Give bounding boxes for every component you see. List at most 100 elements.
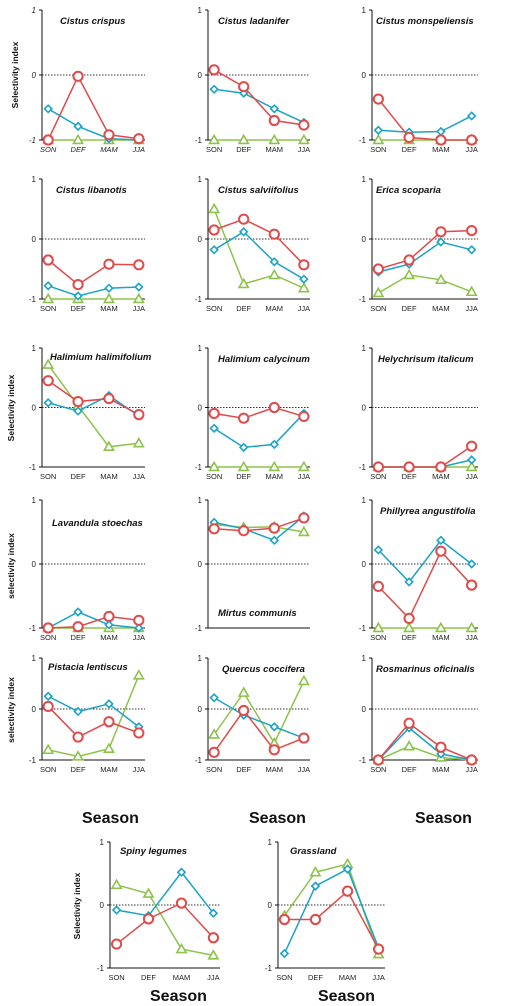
- data-point-marker: [466, 455, 477, 465]
- data-point-marker: [103, 716, 115, 728]
- y-tick-label: -1: [29, 756, 37, 765]
- x-tick-label: DEF: [308, 973, 323, 982]
- data-point-marker: [268, 114, 280, 127]
- series-line: [116, 902, 214, 945]
- data-point-marker: [73, 607, 83, 617]
- data-point-marker: [238, 704, 250, 717]
- data-point-marker: [268, 133, 281, 145]
- y-tick-label: -1: [359, 136, 367, 145]
- data-point-marker: [104, 699, 114, 709]
- data-point-marker: [103, 129, 115, 141]
- data-point-marker: [208, 460, 221, 472]
- data-point-marker: [310, 881, 321, 891]
- series-line: [377, 726, 472, 761]
- series-line: [377, 722, 472, 761]
- series-line: [48, 615, 139, 629]
- data-point-marker: [466, 225, 478, 237]
- data-point-marker: [465, 285, 478, 297]
- data-point-marker: [269, 722, 280, 732]
- data-point-marker: [297, 525, 310, 537]
- data-point-marker: [435, 226, 447, 238]
- x-tick-label: JJA: [465, 472, 478, 481]
- y-tick-label: 1: [362, 496, 367, 505]
- x-tick-label: SON: [370, 145, 386, 154]
- y-tick-label: 1: [100, 838, 105, 847]
- chart-panel: 1 0 -1 SON DEF MAM JJA Cistus crispus Selectivit…: [10, 6, 145, 154]
- series-line: [214, 406, 305, 419]
- y-tick-label: 1: [198, 6, 203, 15]
- data-point-marker: [104, 283, 114, 293]
- data-point-marker: [309, 866, 322, 877]
- y-axis-label: selectivity index: [6, 677, 16, 743]
- season-axis-label-bottom-left: Season: [150, 988, 207, 1005]
- series-line: [214, 517, 305, 532]
- data-point-marker: [111, 938, 123, 950]
- data-point-marker: [208, 728, 221, 739]
- data-point-marker: [403, 131, 415, 143]
- chart-panel: 1 0 -1 Mirtus communis: [195, 496, 310, 633]
- data-point-marker: [238, 412, 250, 424]
- y-tick-label: 1: [268, 838, 273, 847]
- x-tick-label: DEF: [71, 472, 86, 481]
- x-tick-label: JJA: [132, 145, 146, 154]
- x-tick-label: DEF: [402, 472, 417, 481]
- data-point-marker: [42, 622, 54, 634]
- series-line: [213, 709, 305, 753]
- x-tick-label: MAM: [173, 973, 191, 982]
- data-point-marker: [341, 885, 354, 897]
- data-point-marker: [404, 577, 414, 587]
- data-point-marker: [133, 409, 145, 421]
- data-point-marker: [111, 905, 122, 915]
- data-point-marker: [436, 126, 446, 137]
- y-tick-label: 1: [362, 175, 367, 184]
- x-tick-label: DEF: [402, 765, 417, 774]
- x-tick-label: SON: [40, 633, 56, 642]
- y-tick-label: 1: [362, 6, 367, 15]
- x-tick-label: JJA: [298, 145, 311, 154]
- data-point-marker: [237, 277, 250, 289]
- y-tick-label: 0: [198, 705, 203, 714]
- data-point-marker: [42, 254, 54, 266]
- y-tick-label: -1: [29, 463, 37, 472]
- series-line: [47, 108, 139, 141]
- data-point-marker: [268, 268, 281, 280]
- data-point-marker: [42, 700, 54, 713]
- data-point-marker: [269, 439, 280, 450]
- data-point-marker: [72, 279, 84, 291]
- data-point-marker: [175, 942, 188, 954]
- panel-title: Cistus ladanifer: [218, 16, 291, 27]
- data-point-marker: [268, 460, 281, 472]
- y-tick-label: -1: [195, 295, 203, 304]
- series-line: [378, 241, 472, 273]
- y-tick-label: 0: [32, 71, 37, 80]
- x-tick-label: MAM: [432, 304, 450, 313]
- y-tick-label: -1: [29, 295, 37, 304]
- data-point-marker: [72, 70, 84, 82]
- series-line: [378, 229, 472, 270]
- data-point-marker: [403, 254, 415, 266]
- data-point-marker: [102, 440, 115, 452]
- x-tick-label: JJA: [372, 973, 385, 982]
- x-tick-label: DEF: [402, 145, 417, 154]
- data-point-marker: [176, 867, 187, 877]
- data-point-marker: [403, 461, 415, 473]
- data-point-marker: [372, 461, 384, 473]
- x-tick-label: JJA: [133, 304, 146, 313]
- y-tick-label: 0: [32, 235, 37, 244]
- data-point-marker: [209, 423, 219, 434]
- data-point-marker: [238, 213, 250, 225]
- y-tick-label: -1: [97, 964, 105, 973]
- data-point-marker: [208, 746, 220, 758]
- x-tick-label: SON: [370, 765, 386, 774]
- data-point-marker: [373, 545, 384, 555]
- data-point-marker: [238, 525, 250, 537]
- data-point-marker: [238, 81, 250, 93]
- series-line: [377, 274, 472, 294]
- data-point-marker: [403, 621, 416, 633]
- data-point-marker: [207, 932, 219, 944]
- y-tick-label: 0: [362, 705, 367, 714]
- data-point-marker: [207, 949, 220, 960]
- series-line: [378, 445, 473, 468]
